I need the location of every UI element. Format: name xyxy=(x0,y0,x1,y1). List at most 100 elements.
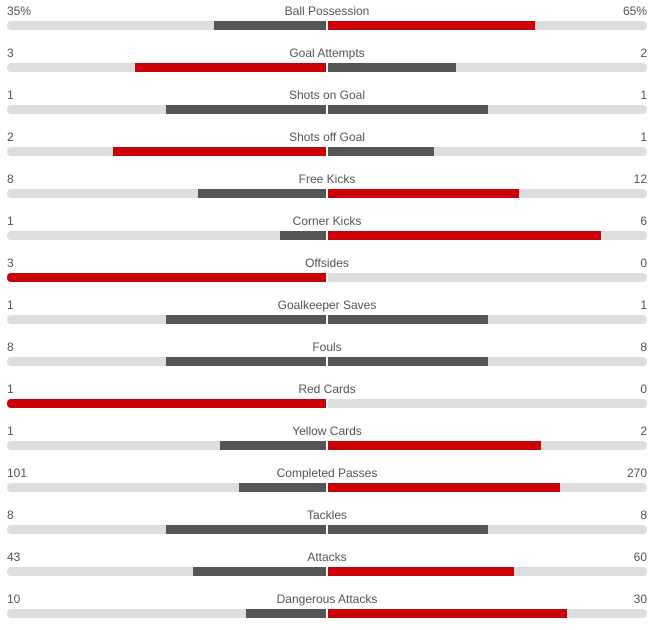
home-value: 43 xyxy=(7,550,21,564)
stat-label-line: Attacks 43 60 xyxy=(7,549,647,565)
stat-row: Offsides 3 0 xyxy=(0,252,654,294)
away-bar-track xyxy=(328,567,647,576)
home-bar-fill xyxy=(193,567,326,576)
stat-bar xyxy=(7,189,647,198)
stat-row: Yellow Cards 1 2 xyxy=(0,420,654,462)
away-value: 65% xyxy=(622,4,647,18)
home-bar-fill xyxy=(135,63,326,72)
away-value: 1 xyxy=(640,298,647,312)
home-value: 1 xyxy=(7,382,14,396)
away-bar-track xyxy=(328,63,647,72)
stat-name: Goal Attempts xyxy=(289,46,365,60)
away-bar-track xyxy=(328,21,647,30)
away-value: 60 xyxy=(633,550,647,564)
stat-bar xyxy=(7,609,647,618)
home-bar-track xyxy=(7,21,326,30)
away-bar-fill xyxy=(328,315,488,324)
stat-label-line: Yellow Cards 1 2 xyxy=(7,423,647,439)
away-bar-fill xyxy=(328,357,488,366)
home-bar-fill xyxy=(113,147,326,156)
stat-label-line: Ball Possession 35% 65% xyxy=(7,3,647,19)
away-bar-track xyxy=(328,147,647,156)
stat-bar xyxy=(7,315,647,324)
stat-label-line: Shots off Goal 2 1 xyxy=(7,129,647,145)
away-bar-track xyxy=(328,273,647,282)
home-bar-fill xyxy=(246,609,326,618)
stat-name: Tackles xyxy=(306,508,347,522)
stat-name: Fouls xyxy=(312,340,342,354)
home-bar-fill xyxy=(166,315,326,324)
home-value: 1 xyxy=(7,424,14,438)
home-bar-track xyxy=(7,399,326,408)
away-bar-fill xyxy=(328,189,519,198)
home-bar-track xyxy=(7,105,326,114)
home-bar-fill xyxy=(198,189,326,198)
away-bar-fill xyxy=(328,63,456,72)
home-bar-fill xyxy=(7,273,326,282)
stat-row: Corner Kicks 1 6 xyxy=(0,210,654,252)
stat-name: Goalkeeper Saves xyxy=(277,298,377,312)
stat-name: Shots on Goal xyxy=(288,88,366,102)
stat-bar xyxy=(7,63,647,72)
stat-name: Free Kicks xyxy=(298,172,356,186)
stat-label-line: Corner Kicks 1 6 xyxy=(7,213,647,229)
stat-label-line: Completed Passes 101 270 xyxy=(7,465,647,481)
home-bar-fill xyxy=(166,357,326,366)
stat-label-line: Free Kicks 8 12 xyxy=(7,171,647,187)
stat-row: Red Cards 1 0 xyxy=(0,378,654,420)
stat-label-line: Fouls 8 8 xyxy=(7,339,647,355)
home-bar-track xyxy=(7,315,326,324)
away-bar-track xyxy=(328,399,647,408)
stat-bar xyxy=(7,525,647,534)
stat-name: Red Cards xyxy=(298,382,356,396)
stat-bar xyxy=(7,147,647,156)
home-value: 8 xyxy=(7,508,14,522)
stat-name: Shots off Goal xyxy=(289,130,365,144)
away-bar-track xyxy=(328,525,647,534)
away-value: 30 xyxy=(633,592,647,606)
away-value: 6 xyxy=(640,214,647,228)
stat-bar xyxy=(7,273,647,282)
stat-row: Ball Possession 35% 65% xyxy=(0,0,654,42)
home-bar-track xyxy=(7,147,326,156)
stat-name: Completed Passes xyxy=(276,466,378,480)
stat-row: Free Kicks 8 12 xyxy=(0,168,654,210)
stat-label-line: Shots on Goal 1 1 xyxy=(7,87,647,103)
stat-label-line: Goal Attempts 3 2 xyxy=(7,45,647,61)
away-value: 270 xyxy=(626,466,647,480)
away-bar-track xyxy=(328,441,647,450)
home-value: 2 xyxy=(7,130,14,144)
stat-name: Ball Possession xyxy=(284,4,370,18)
home-value: 10 xyxy=(7,592,21,606)
away-bar-track xyxy=(328,189,647,198)
home-bar-fill xyxy=(214,21,326,30)
away-bar-fill xyxy=(328,483,560,492)
stat-bar xyxy=(7,399,647,408)
home-bar-track xyxy=(7,567,326,576)
stat-bar xyxy=(7,483,647,492)
stat-label-line: Tackles 8 8 xyxy=(7,507,647,523)
stat-bar xyxy=(7,21,647,30)
away-bar-fill xyxy=(328,609,567,618)
home-bar-fill xyxy=(220,441,326,450)
away-bar-track xyxy=(328,357,647,366)
home-bar-track xyxy=(7,441,326,450)
home-value: 1 xyxy=(7,88,14,102)
stat-row: Shots off Goal 2 1 xyxy=(0,126,654,168)
away-value: 12 xyxy=(633,172,647,186)
stat-row: Dangerous Attacks 10 30 xyxy=(0,588,654,630)
stat-row: Tackles 8 8 xyxy=(0,504,654,546)
home-bar-track xyxy=(7,63,326,72)
home-bar-fill xyxy=(166,105,326,114)
home-bar-track xyxy=(7,525,326,534)
stat-row: Completed Passes 101 270 xyxy=(0,462,654,504)
home-bar-track xyxy=(7,357,326,366)
home-value: 8 xyxy=(7,172,14,186)
away-value: 1 xyxy=(640,130,647,144)
home-value: 8 xyxy=(7,340,14,354)
away-value: 2 xyxy=(640,424,647,438)
home-bar-track xyxy=(7,231,326,240)
stat-bar xyxy=(7,357,647,366)
home-value: 3 xyxy=(7,46,14,60)
